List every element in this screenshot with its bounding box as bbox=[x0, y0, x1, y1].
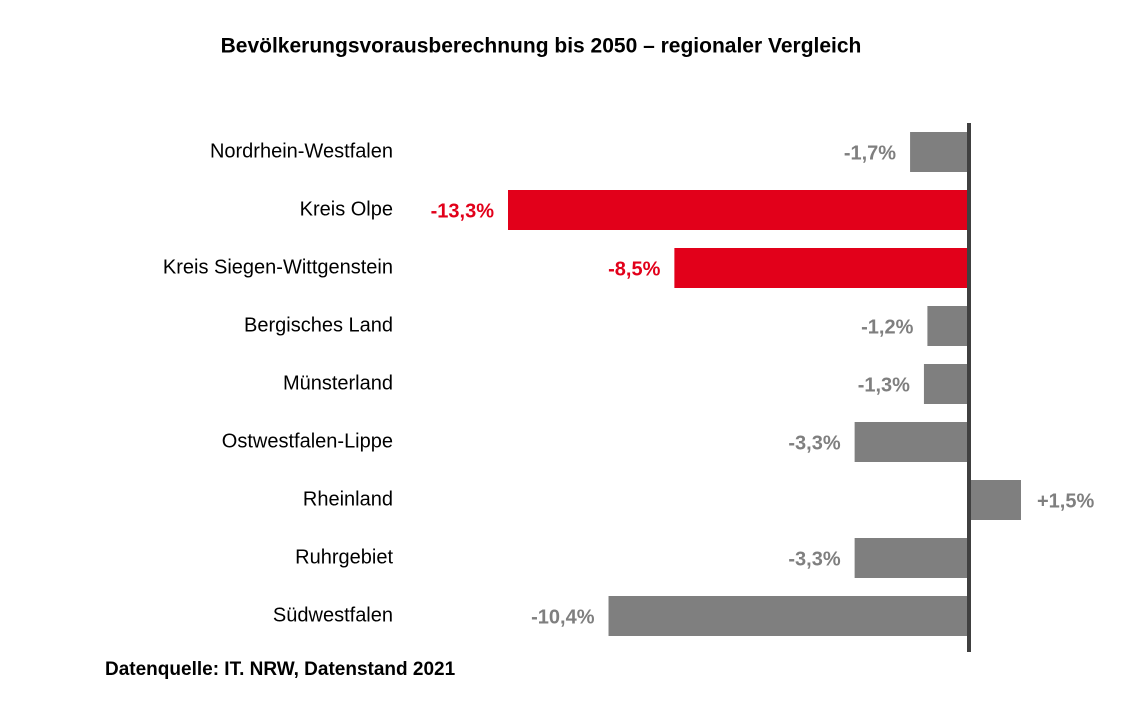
value-label: -10,4% bbox=[531, 606, 595, 628]
category-label: Südwestfalen bbox=[273, 604, 393, 626]
value-label: -1,7% bbox=[844, 142, 896, 164]
bar bbox=[674, 248, 969, 288]
value-label: -3,3% bbox=[788, 548, 840, 570]
value-label: -8,5% bbox=[608, 258, 660, 280]
category-label: Nordrhein-Westfalen bbox=[210, 140, 393, 162]
source-note: Datenquelle: IT. NRW, Datenstand 2021 bbox=[105, 659, 456, 680]
value-label: +1,5% bbox=[1037, 490, 1094, 512]
value-label: -1,3% bbox=[858, 374, 910, 396]
bar bbox=[927, 306, 969, 346]
chart-title: Bevölkerungsvorausberechnung bis 2050 – … bbox=[221, 35, 862, 58]
bar bbox=[854, 422, 969, 462]
category-label: Ostwestfalen-Lippe bbox=[222, 430, 393, 452]
value-label: -3,3% bbox=[788, 432, 840, 454]
category-label: Bergisches Land bbox=[244, 314, 393, 336]
bar bbox=[854, 538, 969, 578]
category-label: Rheinland bbox=[303, 488, 393, 510]
bar bbox=[910, 132, 969, 172]
bar bbox=[508, 190, 969, 230]
category-label: Münsterland bbox=[283, 372, 393, 394]
bar bbox=[923, 364, 969, 404]
category-label: Kreis Olpe bbox=[300, 198, 393, 220]
bar bbox=[969, 480, 1021, 520]
bar bbox=[608, 596, 969, 636]
category-label: Ruhrgebiet bbox=[295, 546, 393, 568]
value-label: -1,2% bbox=[861, 316, 913, 338]
category-label: Kreis Siegen-Wittgenstein bbox=[163, 256, 393, 278]
value-label: -13,3% bbox=[431, 200, 495, 222]
